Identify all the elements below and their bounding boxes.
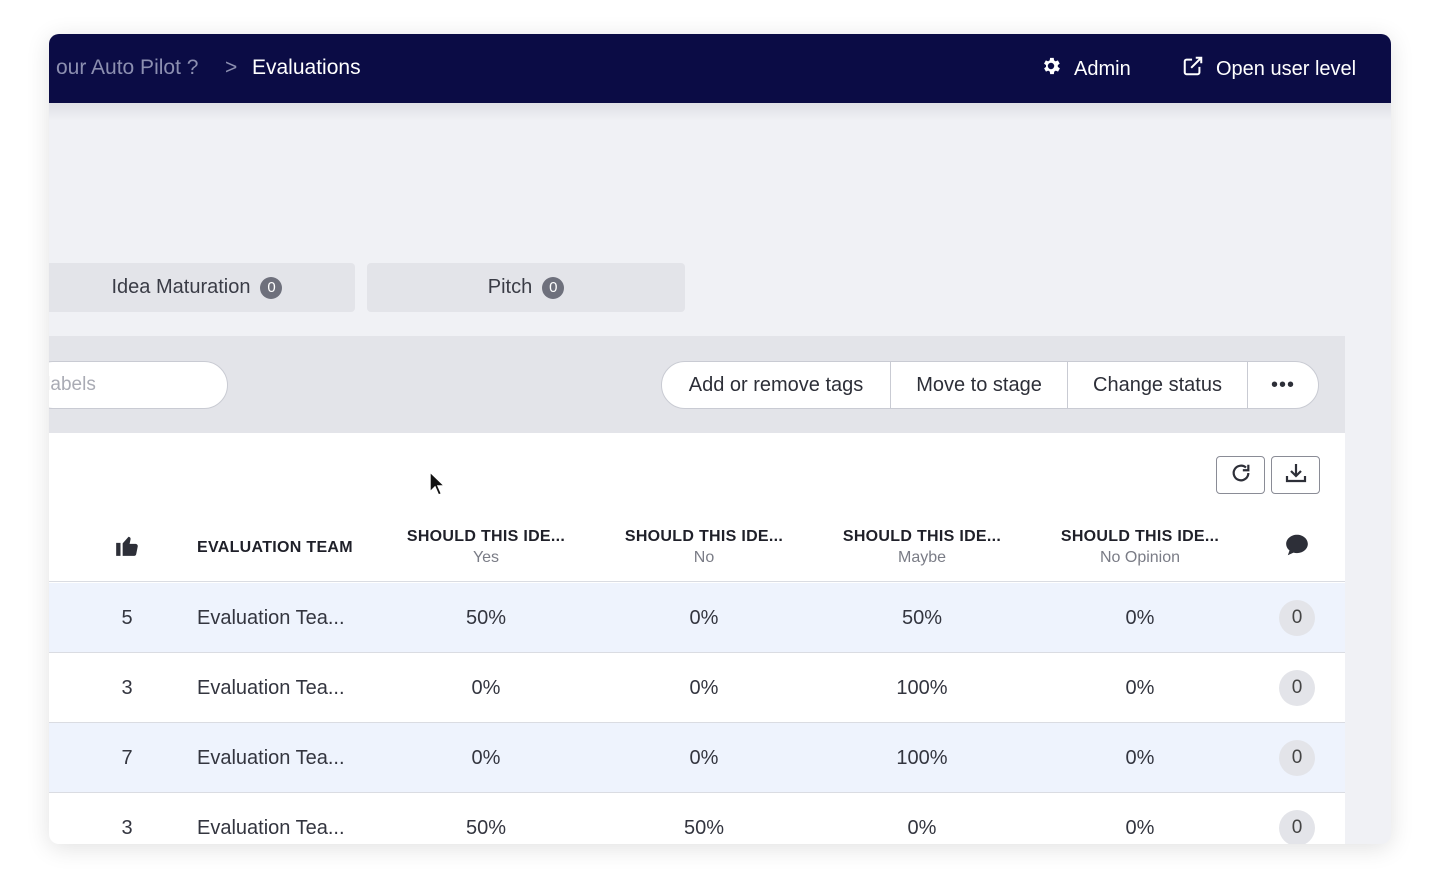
breadcrumb-separator: > [225, 56, 238, 79]
stage-count-badge: 0 [542, 276, 565, 299]
column-subtitle: No Opinion [1099, 549, 1181, 566]
open-user-level-button[interactable]: Open user level [1182, 54, 1356, 84]
stage-tab-pitch[interactable]: Pitch 0 [367, 263, 685, 312]
votes-cell: 3 [121, 816, 133, 839]
maybe-percent-cell: 50% [901, 606, 943, 629]
maybe-percent-cell: 100% [896, 676, 948, 699]
votes-cell: 5 [121, 606, 133, 629]
question-no-column-header[interactable]: SHOULD THIS IDE... No [615, 513, 793, 582]
evaluation-team-column-header[interactable]: EVALUATION TEAM [197, 513, 377, 582]
comments-cell[interactable]: 0 [1279, 653, 1315, 723]
column-title: SHOULD THIS IDE... [624, 528, 784, 545]
stage-tab-label: Idea Maturation [111, 276, 251, 298]
no-percent-cell: 0% [689, 606, 719, 629]
no-percent-cell: 0% [689, 676, 719, 699]
label-filter-input[interactable] [49, 362, 227, 408]
open-user-level-label: Open user level [1216, 57, 1357, 80]
table-header: EVALUATION TEAM SHOULD THIS IDE... Yes S… [49, 513, 1345, 582]
comment-count-badge[interactable]: 0 [1279, 810, 1315, 844]
bulk-action-group: Add or remove tags Move to stage Change … [661, 361, 1319, 409]
stage-tab-idea-maturation[interactable]: Idea Maturation 0 [49, 263, 355, 312]
votes-cell: 3 [121, 676, 133, 699]
question-yes-column-header[interactable]: SHOULD THIS IDE... Yes [397, 513, 575, 582]
votes-cell: 7 [121, 746, 133, 769]
comments-cell[interactable]: 0 [1279, 723, 1315, 793]
top-navigation-bar: our Auto Pilot ? > Evaluations Admin Ope… [49, 34, 1391, 103]
yes-percent-cell: 50% [465, 606, 507, 629]
thumbs-up-icon [114, 532, 140, 563]
gear-icon [1040, 55, 1062, 83]
breadcrumb-parent[interactable]: our Auto Pilot ? [56, 56, 199, 79]
comment-count-badge[interactable]: 0 [1279, 740, 1315, 776]
more-actions-button[interactable]: ••• [1270, 373, 1295, 396]
column-subtitle: No [693, 549, 715, 566]
votes-column-header[interactable] [111, 513, 143, 582]
admin-button[interactable]: Admin [1040, 54, 1131, 84]
yes-percent-cell: 0% [471, 676, 501, 699]
no-opinion-percent-cell: 0% [1125, 746, 1155, 769]
column-subtitle: Yes [472, 549, 500, 566]
team-cell[interactable]: Evaluation Tea... [197, 746, 345, 769]
mouse-pointer-icon [429, 470, 446, 496]
admin-label: Admin [1074, 57, 1131, 80]
team-cell[interactable]: Evaluation Tea... [197, 816, 345, 839]
no-percent-cell: 50% [683, 816, 725, 839]
stage-count-badge: 0 [260, 276, 283, 299]
refresh-icon [1230, 462, 1252, 489]
question-maybe-column-header[interactable]: SHOULD THIS IDE... Maybe [833, 513, 1011, 582]
maybe-percent-cell: 100% [896, 746, 948, 769]
column-title: SHOULD THIS IDE... [842, 528, 1002, 545]
change-status-button[interactable]: Change status [1068, 362, 1248, 408]
download-icon [1284, 461, 1308, 490]
table-row[interactable]: 5 Evaluation Tea... 50% 0% 50% 0% 0 [49, 583, 1345, 653]
team-cell[interactable]: Evaluation Tea... [197, 676, 345, 699]
comment-count-badge[interactable]: 0 [1279, 600, 1315, 636]
table-row[interactable]: 3 Evaluation Tea... 0% 0% 100% 0% 0 [49, 653, 1345, 723]
column-title: SHOULD THIS IDE... [1060, 528, 1220, 545]
no-opinion-percent-cell: 0% [1125, 816, 1155, 839]
maybe-percent-cell: 0% [907, 816, 937, 839]
stage-tab-label: Pitch [487, 276, 533, 298]
no-opinion-percent-cell: 0% [1125, 606, 1155, 629]
refresh-button[interactable] [1216, 456, 1265, 494]
app-window: our Auto Pilot ? > Evaluations Admin Ope… [49, 34, 1391, 844]
comment-icon [1284, 532, 1310, 563]
comments-cell[interactable]: 0 [1279, 583, 1315, 653]
column-title: EVALUATION TEAM [197, 538, 353, 556]
move-to-stage-button[interactable]: Move to stage [891, 362, 1068, 408]
team-cell[interactable]: Evaluation Tea... [197, 606, 345, 629]
evaluations-table: EVALUATION TEAM SHOULD THIS IDE... Yes S… [49, 433, 1345, 844]
header-shadow [49, 103, 1391, 121]
add-remove-tags-button[interactable]: Add or remove tags [662, 362, 891, 408]
comment-count-badge[interactable]: 0 [1279, 670, 1315, 706]
table-row[interactable]: 3 Evaluation Tea... 50% 50% 0% 0% 0 [49, 793, 1345, 844]
yes-percent-cell: 0% [471, 746, 501, 769]
comments-column-header[interactable] [1281, 513, 1313, 582]
table-row[interactable]: 7 Evaluation Tea... 0% 0% 100% 0% 0 [49, 723, 1345, 793]
label-filter-field[interactable] [49, 361, 228, 409]
bulk-actions-toolbar: Add or remove tags Move to stage Change … [49, 336, 1345, 433]
download-button[interactable] [1271, 456, 1320, 494]
question-no-opinion-column-header[interactable]: SHOULD THIS IDE... No Opinion [1051, 513, 1229, 582]
column-subtitle: Maybe [897, 549, 947, 566]
comments-cell[interactable]: 0 [1279, 793, 1315, 844]
column-title: SHOULD THIS IDE... [406, 528, 566, 545]
no-opinion-percent-cell: 0% [1125, 676, 1155, 699]
no-percent-cell: 0% [689, 746, 719, 769]
external-link-icon [1182, 55, 1204, 83]
yes-percent-cell: 50% [465, 816, 507, 839]
breadcrumb-current: Evaluations [252, 56, 361, 79]
